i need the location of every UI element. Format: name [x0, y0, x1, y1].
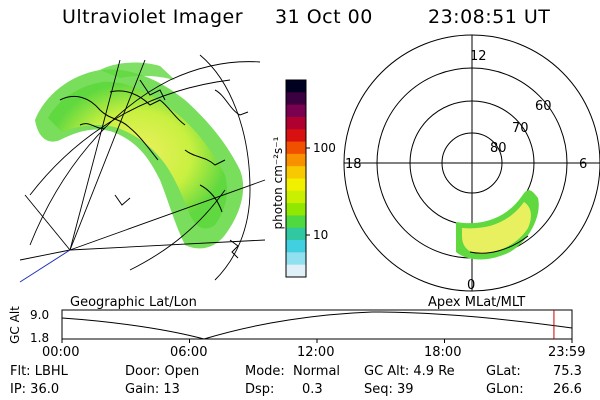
info-glat-value: 75.3 — [553, 364, 582, 379]
colorbar-tick-10: 10 — [313, 228, 329, 242]
instrument-title: Ultraviolet Imager — [62, 6, 244, 28]
colorbar-swatch — [286, 215, 306, 229]
timeline-xtick-1: 06:00 — [170, 345, 208, 360]
mlt-label-18: 18 — [345, 157, 362, 172]
observation-date: 31 Oct 00 — [275, 6, 373, 28]
colorbar-swatch — [286, 141, 306, 155]
colorbar-swatch — [286, 166, 306, 179]
colorbar-swatch — [286, 178, 306, 192]
mlat-label-70: 70 — [512, 121, 529, 136]
geo-panel-caption: Geographic Lat/Lon — [70, 295, 197, 310]
colorbar-swatch — [286, 92, 306, 106]
mlat-label-80: 80 — [490, 141, 507, 156]
mlt-label-0: 0 — [467, 278, 475, 293]
timeline-xtick-0: 00:00 — [42, 345, 80, 360]
info-mode-value: Normal — [293, 364, 341, 379]
info-door: Door: Open — [125, 364, 200, 379]
colorbar-swatch — [286, 227, 306, 241]
info-ip: IP: 36.0 — [10, 382, 60, 397]
info-glat-label: GLat: — [486, 364, 521, 379]
info-gc-altitude: GC Alt: 4.9 Re — [364, 364, 455, 379]
colorbar-swatch — [286, 80, 306, 93]
timeline-ytick-low: 1.8 — [30, 331, 50, 345]
coastlines — [59, 79, 249, 259]
mlat-label-60: 60 — [535, 99, 552, 114]
colorbar-swatch — [286, 129, 306, 143]
timeline-xtick-4: 23:59 — [548, 345, 586, 360]
timeline-xtick-2: 12:00 — [297, 345, 335, 360]
colorbar-swatch — [286, 116, 306, 130]
colorbar-swatch — [286, 252, 306, 266]
info-mode-label: Mode: — [245, 364, 285, 379]
info-dsp-label: Dsp: — [245, 382, 275, 397]
info-filter: Flt: LBHL — [10, 364, 68, 379]
mlt-label-12: 12 — [470, 49, 487, 64]
colorbar-swatch — [286, 104, 306, 118]
lat-lon-grid — [19, 54, 266, 281]
colorbar-tick-100: 100 — [313, 141, 336, 155]
observation-time: 23:08:51 UT — [428, 6, 551, 28]
aurora-band-geo — [35, 62, 244, 249]
polar-panel-caption: Apex MLat/MLT — [428, 295, 526, 310]
info-glon-value: 26.6 — [553, 382, 582, 397]
timeline-ytick-high: 9.0 — [30, 308, 50, 322]
mlt-label-6: 6 — [579, 157, 587, 172]
timeline-axis-title: GC Alt — [8, 306, 22, 344]
info-gain: Gain: 13 — [125, 382, 180, 397]
colorbar-swatch — [286, 264, 306, 278]
colorbar-swatch — [286, 203, 306, 216]
colorbar-swatch — [286, 153, 306, 167]
aurora-band-polar — [456, 190, 539, 260]
info-glon-label: GLon: — [486, 382, 524, 397]
colorbar-swatch — [286, 240, 306, 253]
timeline-xtick-3: 18:00 — [424, 345, 462, 360]
colorbar-swatch — [286, 190, 306, 204]
info-sequence: Seq: 39 — [364, 382, 414, 397]
info-dsp-value: 0.3 — [302, 382, 323, 397]
